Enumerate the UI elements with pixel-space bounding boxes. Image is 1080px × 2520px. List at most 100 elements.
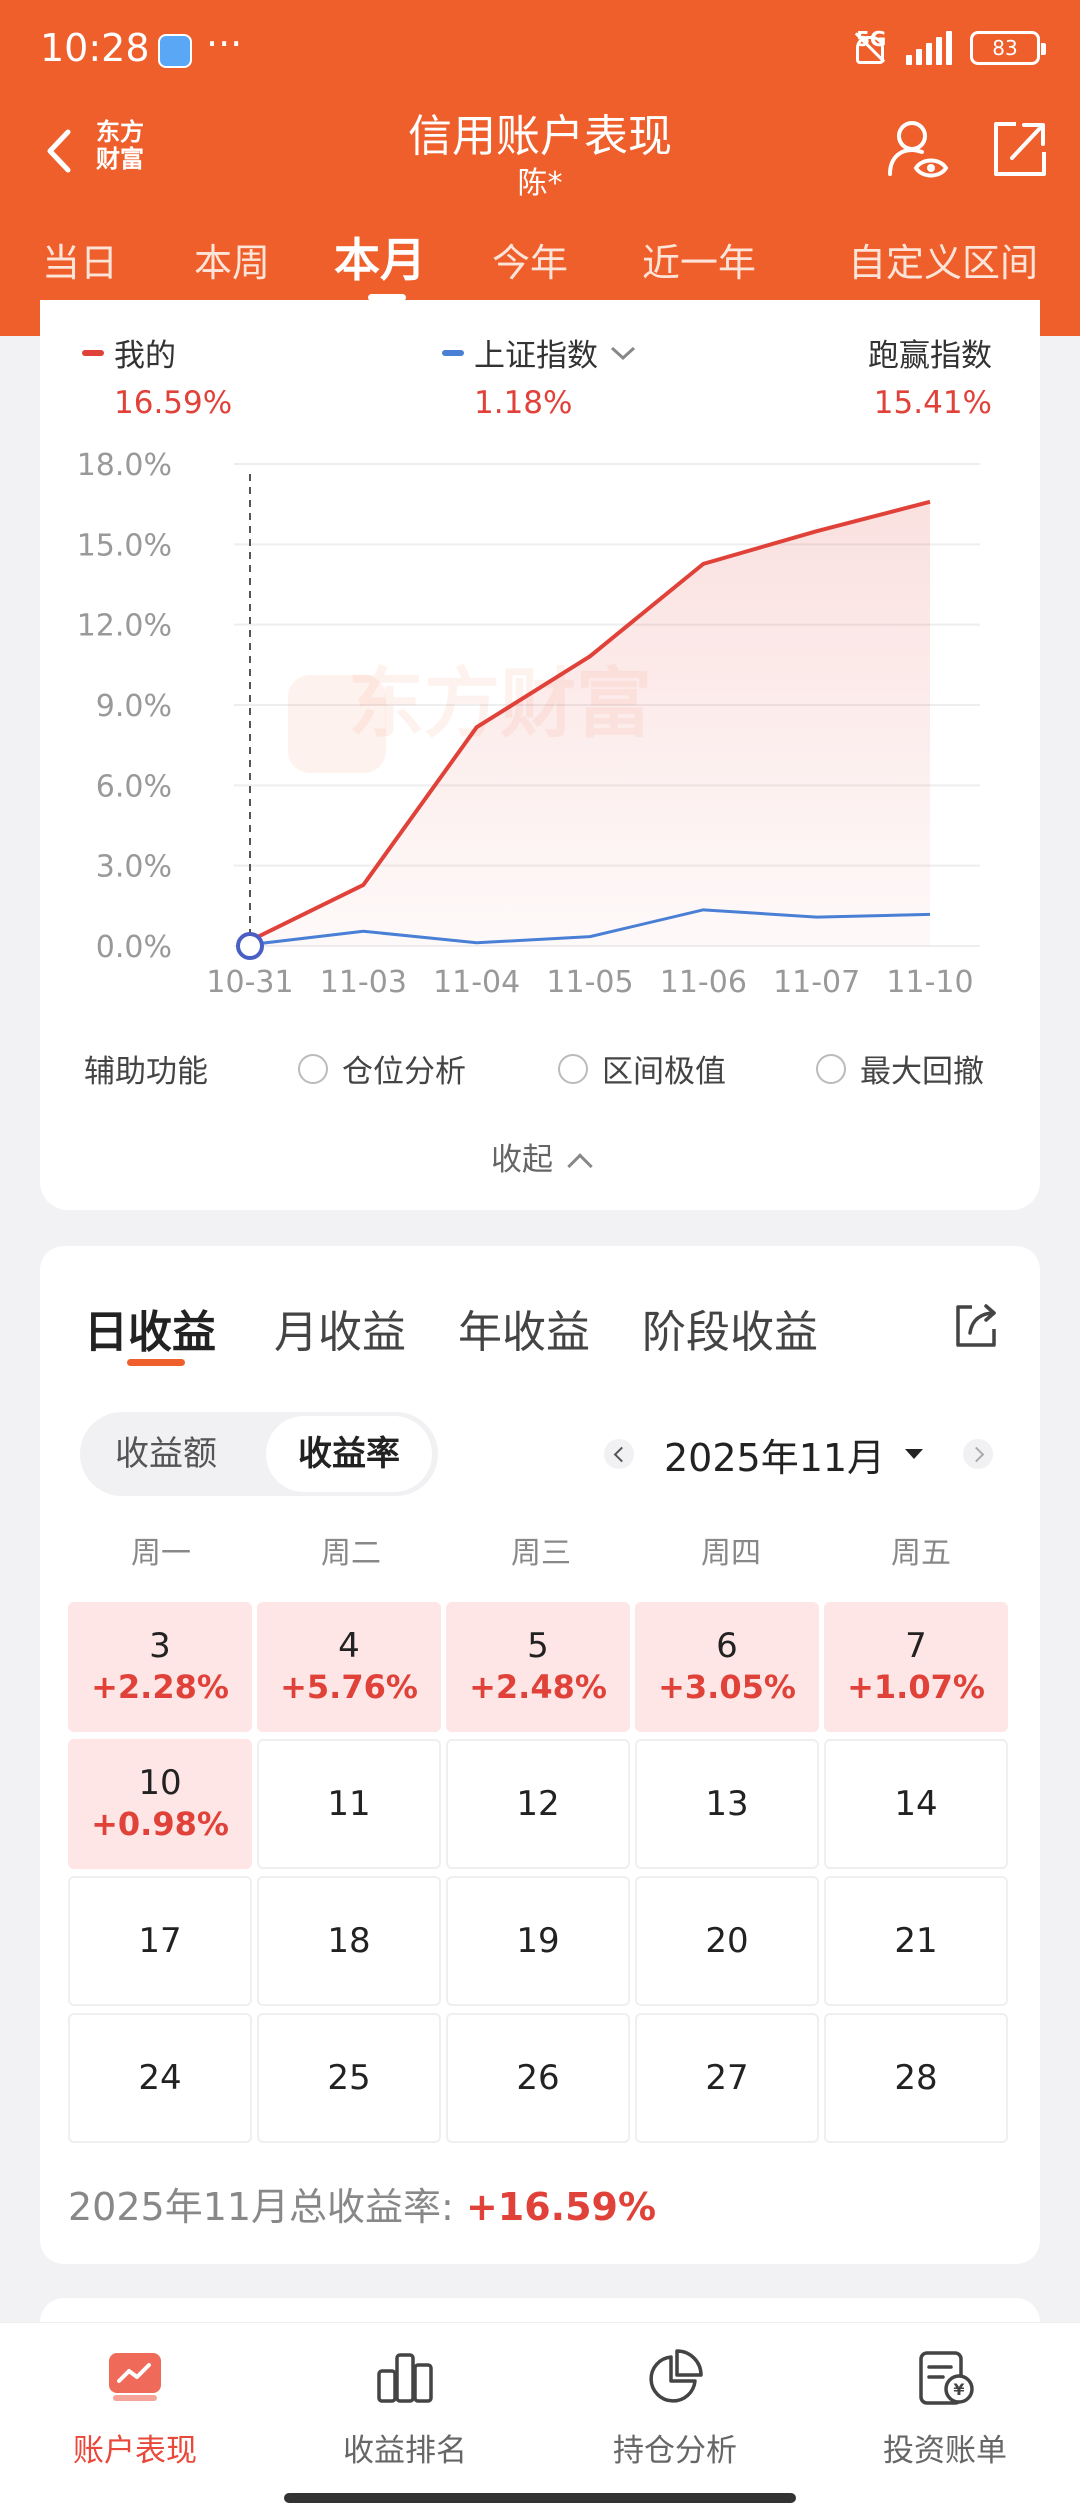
calendar-day-19[interactable]: 19 xyxy=(446,1876,630,2006)
legend-index-label: 上证指数 xyxy=(474,338,598,374)
bar-rank-icon xyxy=(377,2353,433,2403)
toggle-rate[interactable]: 收益率 xyxy=(266,1416,432,1492)
radio-icon[interactable] xyxy=(816,1053,846,1084)
toggle-amount[interactable]: 收益额 xyxy=(115,1434,217,1474)
page-title: 信用账户表现 xyxy=(408,111,672,162)
calendar-day-6[interactable]: 6 +3.05% xyxy=(635,1602,819,1732)
mute-icon xyxy=(848,30,888,66)
series-mine-line xyxy=(249,499,931,943)
aux-range-extremes[interactable]: 区间极值 xyxy=(558,1046,726,1091)
radio-icon[interactable] xyxy=(298,1053,328,1084)
mine-point-11-04 xyxy=(474,724,480,730)
chart-monitor-icon xyxy=(109,2353,161,2401)
aux-position-analysis[interactable]: 仓位分析 xyxy=(298,1046,466,1091)
calendar-day-26[interactable]: 26 xyxy=(446,2013,630,2143)
calendar-day-21[interactable]: 21 xyxy=(824,1876,1008,2006)
tab-this-week[interactable]: 本周 xyxy=(194,241,271,285)
index-point-11-04 xyxy=(474,940,480,946)
calendar-day-24[interactable]: 24 xyxy=(68,2013,252,2143)
next-month-icon[interactable] xyxy=(963,1439,994,1469)
calendar-day-10[interactable]: 10 +0.98% xyxy=(68,1739,252,1869)
index-dropdown-chevron-icon[interactable] xyxy=(608,342,638,364)
prev-month-icon[interactable] xyxy=(604,1439,634,1469)
calendar-day-13[interactable]: 13 xyxy=(635,1739,819,1869)
index-point-11-06 xyxy=(700,907,706,913)
tab-this-year[interactable]: 今年 xyxy=(492,241,569,285)
y-tick-label: 0.0% xyxy=(96,930,172,965)
mine-point-11-07 xyxy=(814,528,820,534)
calendar-day-25[interactable]: 25 xyxy=(257,2013,441,2143)
account-name: 陈* xyxy=(517,166,563,201)
month-label[interactable]: 2025年11月 xyxy=(664,1435,886,1480)
aux-max-drawdown[interactable]: 最大回撤 xyxy=(816,1046,984,1091)
y-tick-label: 12.0% xyxy=(77,609,172,644)
x-tick-label: 11-04 xyxy=(433,965,520,1000)
export-icon[interactable] xyxy=(950,1301,1000,1351)
legend-index-swatch xyxy=(442,349,464,356)
calendar-day-27[interactable]: 27 xyxy=(635,2013,819,2143)
tab-last-year[interactable]: 近一年 xyxy=(642,241,757,285)
weekday-thu: 周四 xyxy=(701,1536,761,1571)
home-indicator xyxy=(284,2493,796,2503)
collapse-button[interactable]: 收起 xyxy=(40,1134,1040,1179)
line-chart[interactable]: 东方财富 18.0%15.0%12.0%9.0%6.0%3.0%0.0%10-3… xyxy=(40,430,1040,1010)
calendar-day-number: 5 xyxy=(527,1626,549,1666)
returns-card: 日收益 月收益 年收益 阶段收益 收益额 收益率 2025年11月 周一 周二 … xyxy=(40,1246,1040,2264)
aux-label: 辅助功能 xyxy=(84,1054,208,1090)
radio-icon[interactable] xyxy=(558,1053,588,1084)
crosshair-marker[interactable] xyxy=(236,932,264,960)
calendar-day-17[interactable]: 17 xyxy=(68,1876,252,2006)
watermark-logo-icon xyxy=(288,675,386,773)
calendar-day-number: 10 xyxy=(138,1763,182,1803)
calendar-day-7[interactable]: 7 +1.07% xyxy=(824,1602,1008,1732)
pie-chart-icon xyxy=(649,2349,703,2403)
calendar-day-18[interactable]: 18 xyxy=(257,1876,441,2006)
mine-point-11-10 xyxy=(927,499,933,505)
weekday-header: 周一 周二 周三 周四 周五 xyxy=(40,1528,1040,1578)
y-tick-label: 9.0% xyxy=(96,689,172,724)
chevron-up-icon xyxy=(567,1153,593,1179)
calendar-day-5[interactable]: 5 +2.48% xyxy=(446,1602,630,1732)
calendar-day-4[interactable]: 4 +5.76% xyxy=(257,1602,441,1732)
series-mine-area xyxy=(250,501,930,946)
returns-tab-indicator xyxy=(127,1359,185,1366)
nav-holding-analysis[interactable]: 持仓分析 xyxy=(540,2345,810,2470)
calendar-day-12[interactable]: 12 xyxy=(446,1739,630,1869)
tab-stage-returns[interactable]: 阶段收益 xyxy=(642,1307,818,1358)
calendar-day-number: 26 xyxy=(516,2058,560,2098)
calendar-day-number: 21 xyxy=(894,1921,938,1961)
nav-return-ranking[interactable]: 收益排名 xyxy=(270,2345,540,2470)
legend-mine-value: 16.59% xyxy=(114,385,233,421)
calendar-day-number: 13 xyxy=(705,1784,749,1824)
calendar-day-20[interactable]: 20 xyxy=(635,1876,819,2006)
calendar-day-number: 12 xyxy=(516,1784,560,1824)
series-index-line xyxy=(249,908,931,947)
tab-yearly-returns[interactable]: 年收益 xyxy=(458,1307,590,1358)
calendar-day-28[interactable]: 28 xyxy=(824,2013,1008,2143)
tab-daily-returns[interactable]: 日收益 xyxy=(84,1307,216,1358)
legend-index[interactable]: 上证指数 1.18% xyxy=(442,330,638,421)
calendar-day-14[interactable]: 14 xyxy=(824,1739,1008,1869)
calendar-day-11[interactable]: 11 xyxy=(257,1739,441,1869)
back-icon[interactable] xyxy=(38,126,88,176)
calendar-day-number: 7 xyxy=(905,1626,927,1666)
nav-account-performance[interactable]: 账户表现 xyxy=(0,2345,270,2470)
y-tick-label: 15.0% xyxy=(77,528,172,563)
tab-custom-range[interactable]: 自定义区间 xyxy=(848,241,1039,285)
legend-mine-swatch xyxy=(82,349,104,356)
weekday-wed: 周三 xyxy=(511,1536,571,1571)
calendar-day-3[interactable]: 3 +2.28% xyxy=(68,1602,252,1732)
nav-investment-bill[interactable]: ¥ 投资账单 xyxy=(810,2345,1080,2470)
share-icon[interactable] xyxy=(988,118,1050,180)
month-dropdown-icon[interactable] xyxy=(905,1449,924,1459)
nav-bar: 东方 财富 信用账户表现 陈* xyxy=(0,100,1080,210)
tab-monthly-returns[interactable]: 月收益 xyxy=(274,1307,406,1358)
calendar-day-number: 27 xyxy=(705,2058,749,2098)
tab-today[interactable]: 当日 xyxy=(42,241,119,285)
privacy-eye-person-icon[interactable] xyxy=(884,116,950,182)
tab-this-month[interactable]: 本月 xyxy=(334,233,426,287)
index-point-11-07 xyxy=(814,914,820,920)
calendar-day-number: 20 xyxy=(705,1921,749,1961)
brand-logo: 东方 财富 xyxy=(96,117,144,173)
y-tick-label: 18.0% xyxy=(77,448,172,483)
